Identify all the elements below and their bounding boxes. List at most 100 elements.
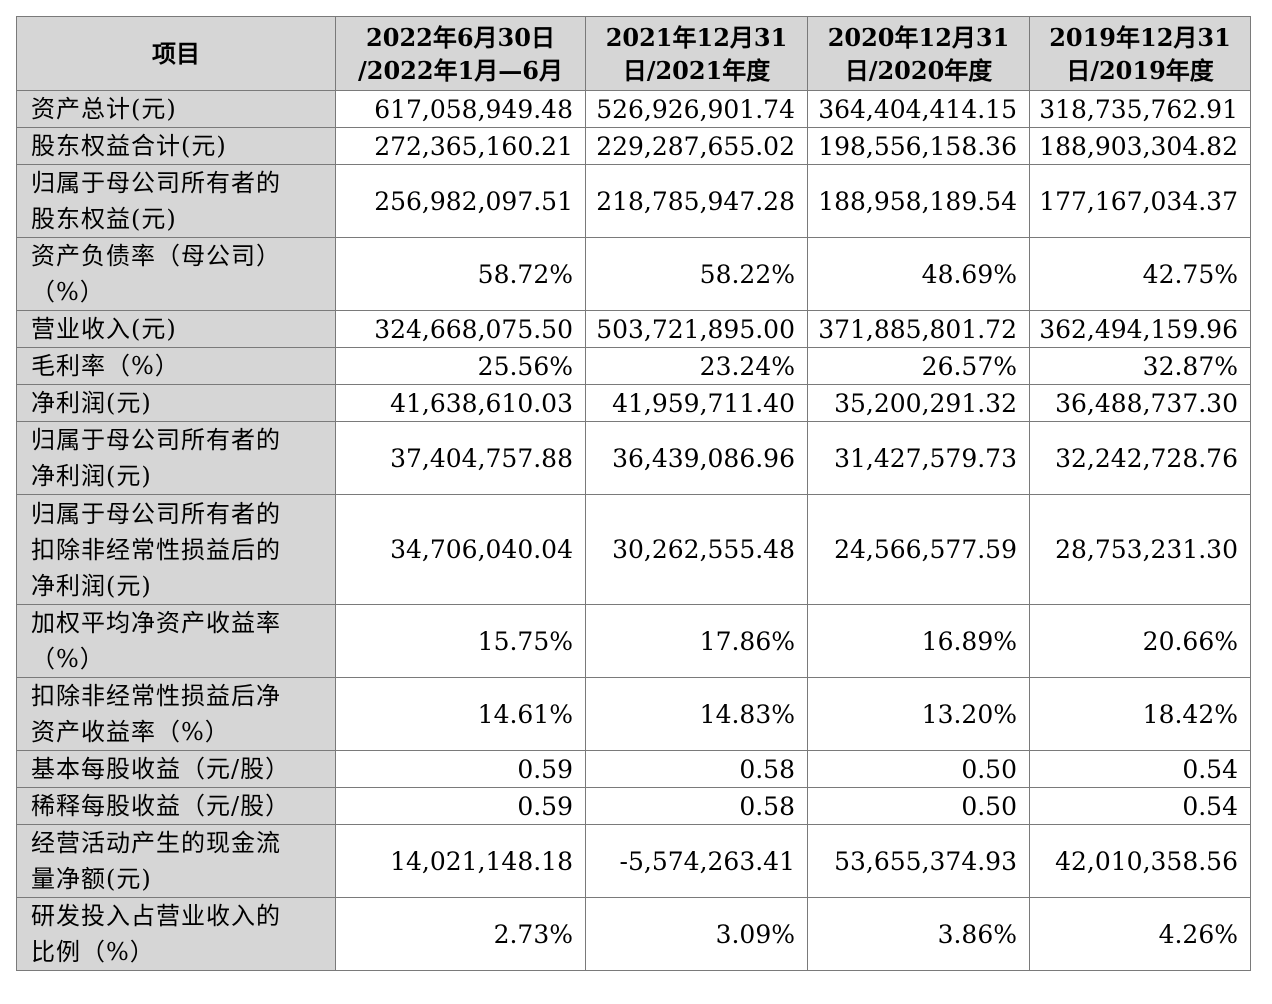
- row-value-col1: 58.72%: [335, 237, 586, 311]
- row-value-col3: 0.50: [807, 750, 1030, 788]
- header-period-2019: 2019年12月31 日/2019年度: [1029, 16, 1251, 91]
- row-value-col3: 16.89%: [807, 604, 1030, 678]
- row-value-col4: 18.42%: [1029, 677, 1251, 751]
- row-value-col1: 25.56%: [335, 347, 586, 385]
- row-value-col3: 48.69%: [807, 237, 1030, 311]
- row-label: 归属于母公司所有者的 净利润(元): [16, 421, 336, 495]
- row-label: 毛利率（%）: [16, 347, 336, 385]
- row-value-col2: 503,721,895.00: [585, 310, 808, 348]
- table-row: 研发投入占营业收入的 比例（%） 2.73% 3.09% 3.86% 4.26%: [16, 897, 1251, 971]
- row-value-col4: 20.66%: [1029, 604, 1251, 678]
- row-value-col2: 229,287,655.02: [585, 127, 808, 165]
- row-value-col1: 15.75%: [335, 604, 586, 678]
- table-row: 资产总计(元) 617,058,949.48 526,926,901.74 364,4…: [16, 90, 1251, 128]
- row-value-col3: 53,655,374.93: [807, 824, 1030, 898]
- row-value-col3: 3.86%: [807, 897, 1030, 971]
- row-value-col4: 318,735,762.91: [1029, 90, 1251, 128]
- row-label: 经营活动产生的现金流 量净额(元): [16, 824, 336, 898]
- row-value-col1: 14.61%: [335, 677, 586, 751]
- header-period-line2: 日/2020年度: [844, 55, 993, 85]
- row-value-col2: 0.58: [585, 750, 808, 788]
- row-value-col1: 0.59: [335, 787, 586, 825]
- row-label: 净利润(元): [16, 384, 336, 422]
- row-value-col1: 256,982,097.51: [335, 164, 586, 238]
- row-value-col4: 42.75%: [1029, 237, 1251, 311]
- header-period-2020: 2020年12月31 日/2020年度: [807, 16, 1030, 91]
- row-value-col1: 34,706,040.04: [335, 494, 586, 605]
- table-row: 归属于母公司所有者的 净利润(元) 37,404,757.88 36,439,086…: [16, 421, 1251, 495]
- table-row: 毛利率（%） 25.56% 23.24% 26.57% 32.87%: [16, 347, 1251, 385]
- row-value-col2: 526,926,901.74: [585, 90, 808, 128]
- header-period-line1: 2022年6月30日: [366, 22, 555, 52]
- row-value-col2: 41,959,711.40: [585, 384, 808, 422]
- row-value-col1: 272,365,160.21: [335, 127, 586, 165]
- table-row: 基本每股收益（元/股） 0.59 0.58 0.50 0.54: [16, 750, 1251, 788]
- row-label: 资产负债率（母公司） （%）: [16, 237, 336, 311]
- row-value-col1: 37,404,757.88: [335, 421, 586, 495]
- table-row: 经营活动产生的现金流 量净额(元) 14,021,148.18 -5,574,263…: [16, 824, 1251, 898]
- header-period-line2: 日/2019年度: [1066, 55, 1214, 85]
- header-item: 项目: [16, 16, 336, 91]
- row-value-col3: 0.50: [807, 787, 1030, 825]
- row-value-col3: 26.57%: [807, 347, 1030, 385]
- row-value-col1: 41,638,610.03: [335, 384, 586, 422]
- table-row: 归属于母公司所有者的 股东权益(元) 256,982,097.51 218,785,…: [16, 164, 1251, 238]
- row-value-col4: 0.54: [1029, 750, 1251, 788]
- row-value-col4: 177,167,034.37: [1029, 164, 1251, 238]
- table-body: 资产总计(元) 617,058,949.48 526,926,901.74 364,4…: [16, 90, 1251, 971]
- row-value-col2: 3.09%: [585, 897, 808, 971]
- table-row: 资产负债率（母公司） （%） 58.72% 58.22% 48.69% 42.75%: [16, 237, 1251, 311]
- row-value-col4: 362,494,159.96: [1029, 310, 1251, 348]
- row-value-col3: 24,566,577.59: [807, 494, 1030, 605]
- row-value-col4: 0.54: [1029, 787, 1251, 825]
- table-row: 归属于母公司所有者的 扣除非经常性损益后的 净利润(元) 34,706,040.0…: [16, 494, 1251, 605]
- row-value-col4: 4.26%: [1029, 897, 1251, 971]
- row-value-col3: 364,404,414.15: [807, 90, 1030, 128]
- row-value-col3: 198,556,158.36: [807, 127, 1030, 165]
- row-label: 加权平均净资产收益率 （%）: [16, 604, 336, 678]
- header-period-2022h1: 2022年6月30日 /2022年1月—6月: [335, 16, 586, 91]
- header-period-line1: 2020年12月31: [827, 22, 1010, 52]
- row-label: 扣除非经常性损益后净 资产收益率（%）: [16, 677, 336, 751]
- header-period-line2: 日/2021年度: [622, 55, 771, 85]
- row-value-col1: 617,058,949.48: [335, 90, 586, 128]
- row-value-col2: 0.58: [585, 787, 808, 825]
- row-value-col4: 42,010,358.56: [1029, 824, 1251, 898]
- row-label: 研发投入占营业收入的 比例（%）: [16, 897, 336, 971]
- row-label: 营业收入(元): [16, 310, 336, 348]
- row-value-col4: 28,753,231.30: [1029, 494, 1251, 605]
- row-value-col1: 14,021,148.18: [335, 824, 586, 898]
- financial-table-container: 项目 2022年6月30日 /2022年1月—6月 2021年12月31 日/2…: [16, 16, 1251, 971]
- header-period-line1: 2019年12月31: [1049, 22, 1231, 52]
- row-value-col4: 32.87%: [1029, 347, 1251, 385]
- row-value-col3: 188,958,189.54: [807, 164, 1030, 238]
- header-period-line2: /2022年1月—6月: [358, 55, 563, 85]
- row-label: 股东权益合计(元): [16, 127, 336, 165]
- header-row: 项目 2022年6月30日 /2022年1月—6月 2021年12月31 日/2…: [16, 16, 1251, 91]
- row-value-col4: 32,242,728.76: [1029, 421, 1251, 495]
- row-label: 基本每股收益（元/股）: [16, 750, 336, 788]
- table-row: 股东权益合计(元) 272,365,160.21 229,287,655.02 198…: [16, 127, 1251, 165]
- table-row: 扣除非经常性损益后净 资产收益率（%） 14.61% 14.83% 13.20% 18.…: [16, 677, 1251, 751]
- table-row: 加权平均净资产收益率 （%） 15.75% 17.86% 16.89% 20.66%: [16, 604, 1251, 678]
- row-value-col2: -5,574,263.41: [585, 824, 808, 898]
- row-label: 资产总计(元): [16, 90, 336, 128]
- row-label: 归属于母公司所有者的 股东权益(元): [16, 164, 336, 238]
- header-period-line1: 2021年12月31: [605, 22, 788, 52]
- table-row: 净利润(元) 41,638,610.03 41,959,711.40 35,200,2…: [16, 384, 1251, 422]
- row-value-col1: 2.73%: [335, 897, 586, 971]
- row-value-col2: 14.83%: [585, 677, 808, 751]
- row-value-col2: 58.22%: [585, 237, 808, 311]
- row-value-col2: 30,262,555.48: [585, 494, 808, 605]
- row-label: 稀释每股收益（元/股）: [16, 787, 336, 825]
- table-row: 稀释每股收益（元/股） 0.59 0.58 0.50 0.54: [16, 787, 1251, 825]
- row-label: 归属于母公司所有者的 扣除非经常性损益后的 净利润(元): [16, 494, 336, 605]
- row-value-col3: 31,427,579.73: [807, 421, 1030, 495]
- header-period-2021: 2021年12月31 日/2021年度: [585, 16, 808, 91]
- row-value-col2: 17.86%: [585, 604, 808, 678]
- row-value-col4: 188,903,304.82: [1029, 127, 1251, 165]
- row-value-col4: 36,488,737.30: [1029, 384, 1251, 422]
- row-value-col3: 371,885,801.72: [807, 310, 1030, 348]
- row-value-col2: 36,439,086.96: [585, 421, 808, 495]
- row-value-col1: 0.59: [335, 750, 586, 788]
